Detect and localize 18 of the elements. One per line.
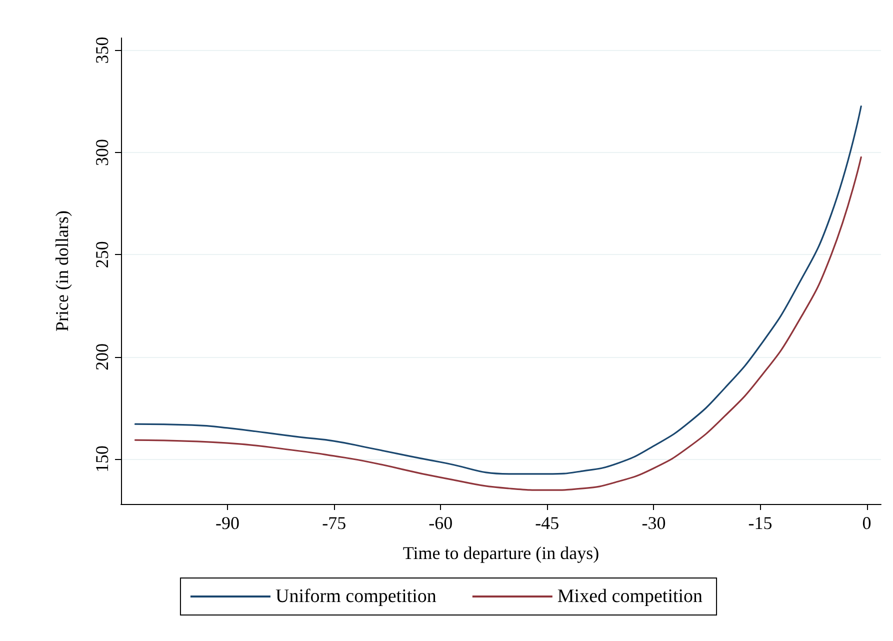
line-series — [134, 156, 862, 491]
x-tick-label: -45 — [535, 513, 560, 533]
x-axis-title: Time to departure (in days) — [402, 543, 600, 563]
legend-label: Uniform competition — [275, 586, 437, 607]
x-tick-label: 0 — [862, 513, 872, 533]
y-tick-label: 250 — [92, 241, 112, 268]
y-tick-label: 150 — [92, 446, 112, 473]
x-tick-label: -15 — [748, 513, 772, 533]
x-tick-label: -30 — [642, 513, 666, 533]
y-axis-title: Price (in dollars) — [52, 210, 72, 332]
legend-label: Mixed competition — [557, 586, 704, 607]
y-tick-label: 200 — [92, 343, 112, 370]
x-tick-label: -75 — [322, 513, 346, 533]
y-tick-label: 350 — [92, 36, 112, 64]
line-series — [134, 105, 862, 475]
y-tick-label: 300 — [92, 138, 112, 166]
x-tick-label: -90 — [216, 513, 240, 533]
x-tick-label: -60 — [428, 513, 453, 533]
